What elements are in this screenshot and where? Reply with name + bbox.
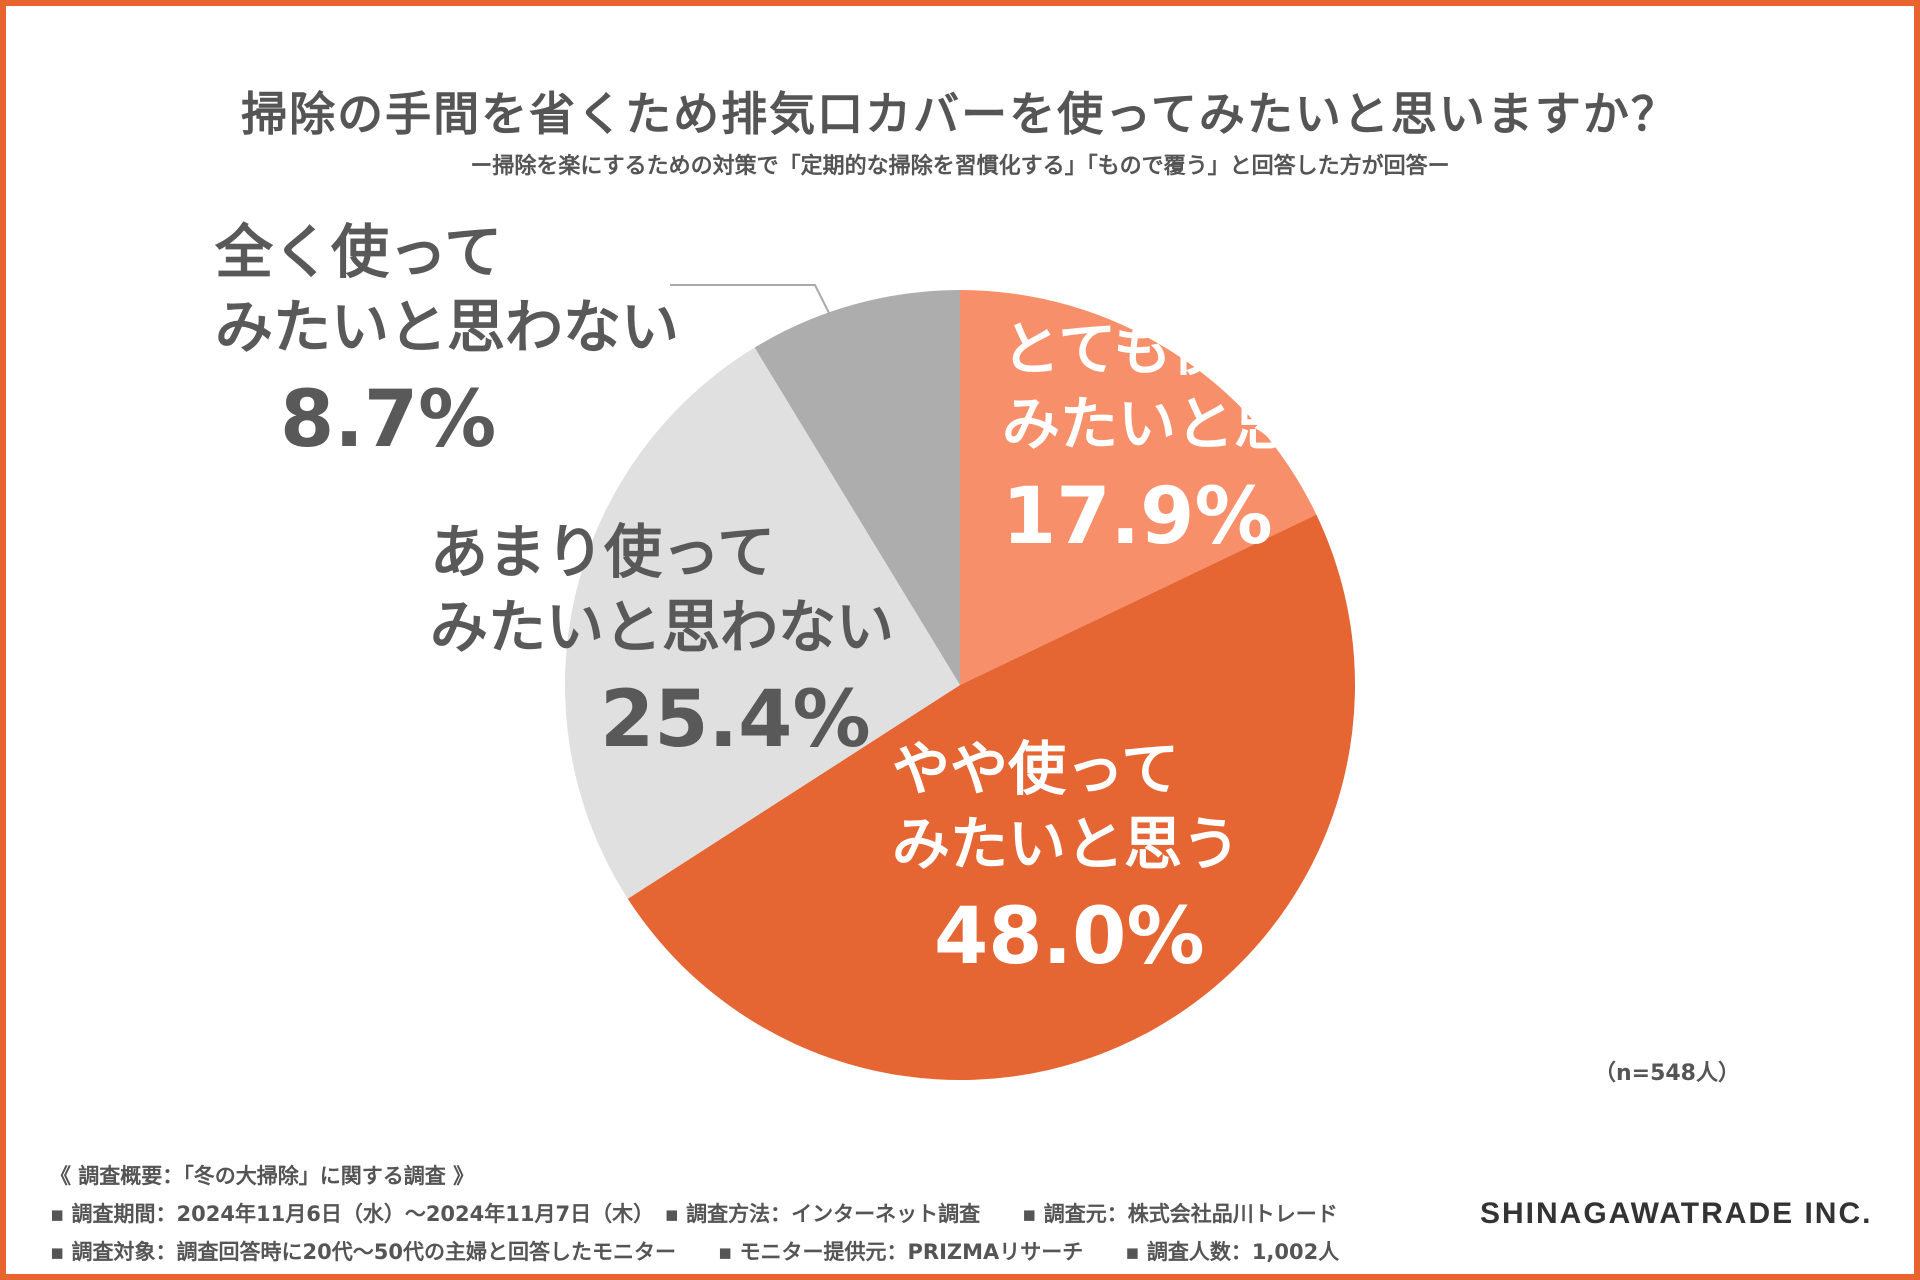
chart-title: 掃除の手間を省くため排気口カバーを使ってみたいと思いますか？ bbox=[241, 87, 1679, 141]
pie-slice-2 bbox=[564, 347, 960, 899]
slice-percent: 17.9% bbox=[1002, 471, 1273, 562]
slice-label-somewhat-want: やや使って みたいと思う 48.0% bbox=[892, 732, 1240, 988]
slice-label-not-much: あまり使って みたいと思わない 25.4% bbox=[430, 515, 894, 771]
slice-label-line2: みたいと思う bbox=[1002, 390, 1351, 459]
slice-percent: 48.0% bbox=[934, 891, 1205, 982]
sample-size: （n=548人） bbox=[1593, 1061, 1740, 1086]
survey-target-line: ▪ 調査対象：調査回答時に20代～50代の主婦と回答したモニター ▪ モニター提… bbox=[50, 1240, 1340, 1264]
brand-logo-text: SHINAGAWATRADE INC. bbox=[1480, 1197, 1873, 1230]
slice-label-line1: あまり使って bbox=[430, 518, 776, 586]
slice-label-line1: とても使って bbox=[1002, 315, 1343, 383]
pie-slices bbox=[564, 290, 1355, 1080]
slice-label-very-want: とても使って みたいと思う 17.9% bbox=[1002, 312, 1350, 568]
survey-overview-heading: 《 調査概要：「冬の大掃除」に関する調査 》 bbox=[50, 1164, 475, 1188]
slice-percent: 8.7% bbox=[280, 374, 497, 465]
slice-label-line2: みたいと思わない bbox=[215, 293, 680, 362]
slice-percent: 25.4% bbox=[600, 674, 871, 765]
slice-label-not-at-all: 全く使って みたいと思わない 8.7% bbox=[215, 215, 679, 471]
slice-label-line2: みたいと思う bbox=[892, 810, 1241, 879]
chart-subtitle: ー掃除を楽にするための対策で「定期的な掃除を習慣化する」「もので覆う」と回答した… bbox=[470, 154, 1450, 179]
slice-label-line1: やや使って bbox=[892, 735, 1180, 803]
slice-label-line2: みたいと思わない bbox=[430, 593, 895, 662]
pie-slice-0 bbox=[960, 290, 1317, 685]
pie-slice-1 bbox=[627, 514, 1355, 1080]
survey-period-line: ▪ 調査期間：2024年11月6日（水）～2024年11月7日（木） ▪ 調査方… bbox=[50, 1202, 1338, 1226]
slice-label-line1: 全く使って bbox=[215, 218, 503, 286]
leader-line bbox=[670, 284, 831, 316]
pie-slice-3 bbox=[754, 290, 960, 685]
